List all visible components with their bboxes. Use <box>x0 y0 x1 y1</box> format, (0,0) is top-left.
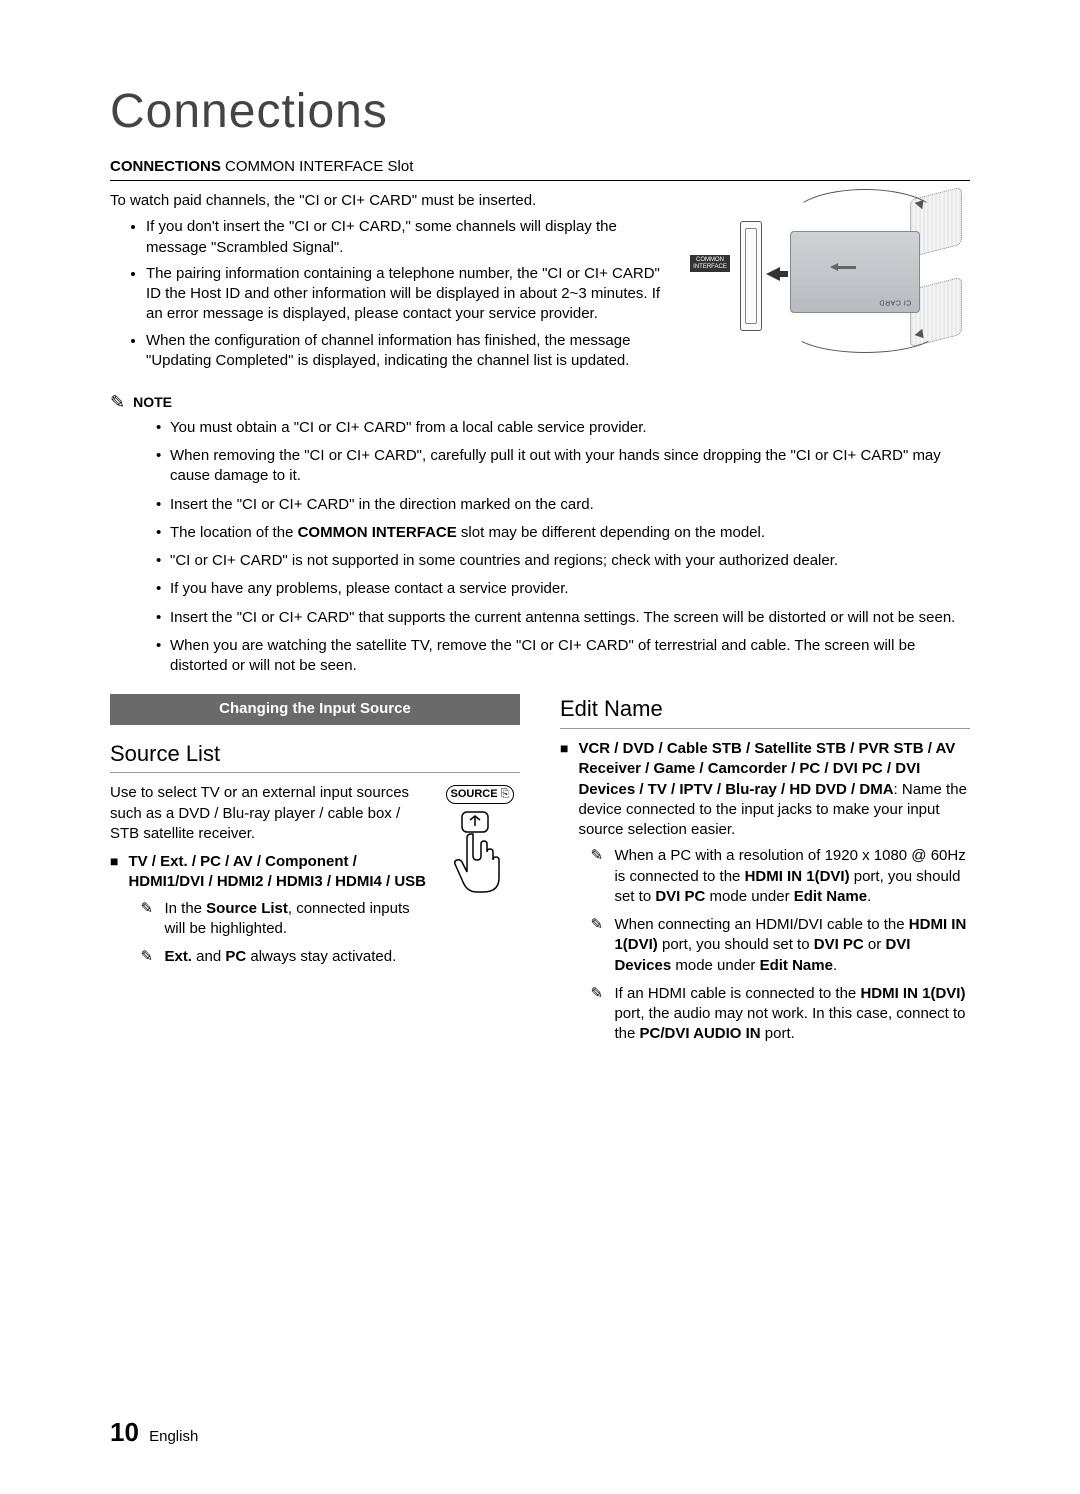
note-item: Insert the "CI or CI+ CARD" in the direc… <box>170 495 970 515</box>
note-icon: ✎ <box>110 393 125 411</box>
page-title: Connections <box>110 80 970 145</box>
intro-para: To watch paid channels, the "CI or CI+ C… <box>110 191 670 211</box>
square-marker-icon: ■ <box>110 852 118 975</box>
arrow-left-icon <box>830 263 838 271</box>
note-item: When you are watching the satellite TV, … <box>170 636 970 677</box>
edit-name-item: ■ VCR / DVD / Cable STB / Satellite STB … <box>560 739 970 1053</box>
note-item: If you have any problems, please contact… <box>170 579 970 599</box>
note-block: ✎ NOTE You must obtain a "CI or CI+ CARD… <box>110 393 970 676</box>
changing-input-banner: Changing the Input Source <box>110 694 520 724</box>
note-item: The location of the COMMON INTERFACE slo… <box>170 523 970 543</box>
footer-lang: English <box>149 1428 198 1445</box>
intro-bullets: If you don't insert the "CI or CI+ CARD,… <box>110 217 670 371</box>
edit-name-tip: When a PC with a resolution of 1920 x 10… <box>600 846 970 907</box>
page-number: 10 <box>110 1417 139 1447</box>
square-marker-icon: ■ <box>560 739 568 1053</box>
edit-name-tip: When connecting an HDMI/DVI cable to the… <box>600 915 970 976</box>
source-options-item: ■ TV / Ext. / PC / AV / Component / HDMI… <box>110 852 428 975</box>
note-item: You must obtain a "CI or CI+ CARD" from … <box>170 418 970 438</box>
right-column: Edit Name ■ VCR / DVD / Cable STB / Sate… <box>560 694 970 1052</box>
note-item: "CI or CI+ CARD" is not supported in som… <box>170 551 970 571</box>
source-button-label: SOURCE ⎘ <box>446 785 515 804</box>
source-list-heading: Source List <box>110 739 520 774</box>
source-button-figure: SOURCE ⎘ <box>440 783 520 975</box>
note-label: NOTE <box>133 393 172 412</box>
ci-slot-illustration <box>740 221 762 331</box>
source-tip: Ext. and PC always stay activated. <box>150 947 428 967</box>
arrow-left-icon <box>766 267 780 281</box>
intro-text-block: To watch paid channels, the "CI or CI+ C… <box>110 191 670 377</box>
slot-label: COMMON INTERFACE <box>690 255 730 272</box>
hand-press-icon <box>440 810 510 900</box>
source-intro: Use to select TV or an external input so… <box>110 783 428 844</box>
ci-card-label: CI CARD <box>879 297 911 306</box>
note-list: You must obtain a "CI or CI+ CARD" from … <box>110 418 970 677</box>
intro-bullet: When the configuration of channel inform… <box>146 331 670 372</box>
intro-bullet: If you don't insert the "CI or CI+ CARD,… <box>146 217 670 258</box>
edit-name-heading: Edit Name <box>560 694 970 729</box>
note-item: When removing the "CI or CI+ CARD", care… <box>170 446 970 487</box>
page-footer: 10 English <box>110 1415 198 1450</box>
subheading-bold: CONNECTIONS <box>110 158 221 175</box>
left-column: Changing the Input Source Source List Us… <box>110 694 520 1052</box>
ci-card-diagram: COMMON INTERFACE CI CARD <box>690 191 970 351</box>
subheading: CONNECTIONS COMMON INTERFACE Slot <box>110 157 970 181</box>
note-item: Insert the "CI or CI+ CARD" that support… <box>170 608 970 628</box>
edit-name-tip: If an HDMI cable is connected to the HDM… <box>600 984 970 1045</box>
subheading-rest: COMMON INTERFACE Slot <box>221 158 414 175</box>
source-options: TV / Ext. / PC / AV / Component / HDMI1/… <box>128 853 426 890</box>
ci-card-illustration: CI CARD <box>790 231 920 313</box>
source-tip: In the Source List, connected inputs wil… <box>150 899 428 940</box>
intro-bullet: The pairing information containing a tel… <box>146 264 670 325</box>
